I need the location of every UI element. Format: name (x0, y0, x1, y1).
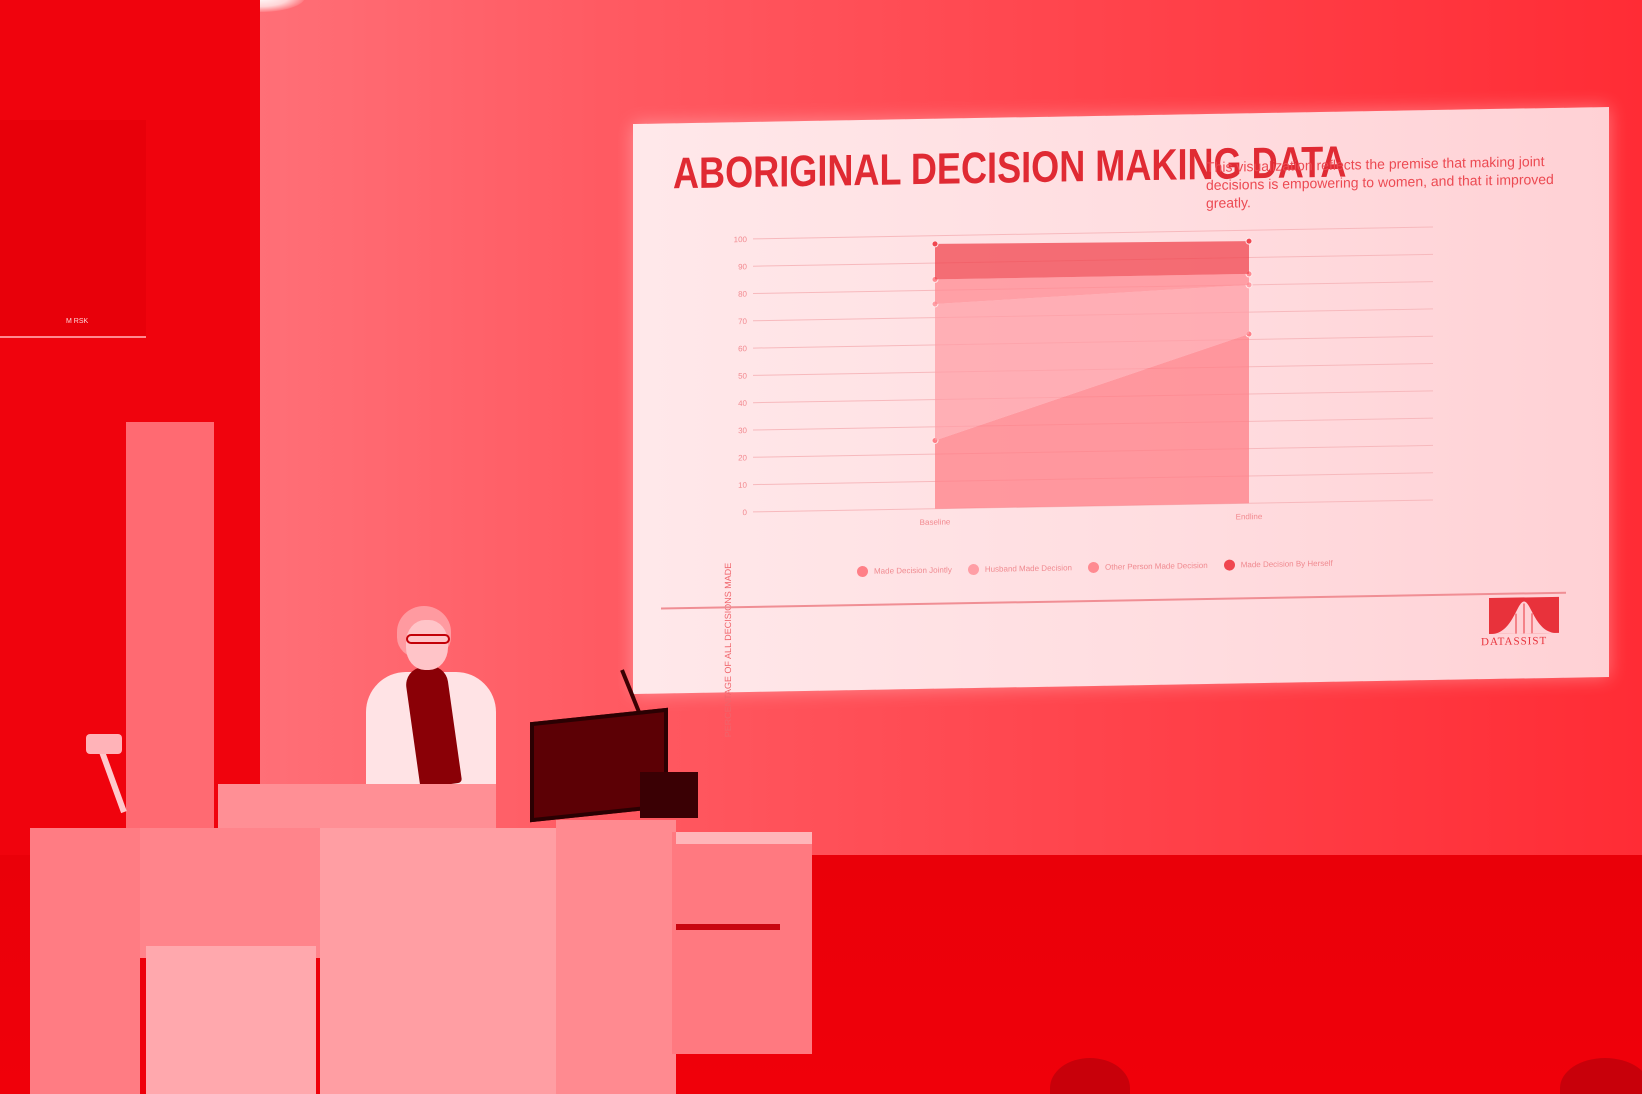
data-point (931, 240, 939, 248)
wall-pillar (126, 422, 214, 832)
lectern-step (672, 832, 812, 1054)
y-axis-title: PERCENTAGE OF ALL DECISIONS MADE (723, 562, 733, 738)
y-tick-label: 70 (738, 317, 747, 326)
y-tick-label: 40 (738, 399, 747, 408)
legend-item: Other Person Made Decision (1087, 560, 1208, 574)
lectern-right (556, 820, 676, 1094)
lamp-head (86, 734, 122, 754)
wall-speaker: M RSK (0, 120, 146, 338)
lectern-center (320, 828, 560, 1094)
y-tick-label: 100 (734, 235, 748, 244)
legend-swatch (857, 565, 868, 578)
desk-lamp (86, 734, 156, 820)
projected-slide: ABORIGINAL DECISION MAKING DATA This vis… (633, 106, 1609, 737)
y-tick-label: 90 (738, 262, 747, 271)
lectern-step-top (676, 832, 812, 844)
slide-description: This visualization reflects the premise … (1206, 153, 1554, 211)
lectern-front-panel (146, 946, 316, 1094)
presenter-face (406, 620, 448, 670)
legend-label: Husband Made Decision (984, 563, 1072, 574)
gridline (753, 226, 1433, 240)
area-series (935, 284, 1249, 441)
y-tick-label: 20 (738, 453, 747, 462)
logo-text: DATASSIST (1481, 635, 1548, 649)
presenter (360, 606, 520, 792)
y-tick-label: 10 (738, 481, 747, 490)
lectern-step-groove (676, 924, 780, 930)
legend-swatch (1087, 561, 1099, 574)
y-tick-label: 50 (738, 372, 747, 381)
legend-swatch (967, 563, 979, 576)
y-tick-label: 30 (738, 426, 747, 435)
legend-label: Other Person Made Decision (1104, 560, 1208, 572)
data-point (1245, 237, 1253, 245)
area-series (935, 333, 1249, 509)
y-tick-label: 80 (738, 290, 747, 299)
lamp-arm (99, 750, 127, 814)
legend-item: Husband Made Decision (967, 562, 1072, 576)
legend-label: Made Decision Jointly (874, 565, 952, 576)
x-tick-label: Endline (1236, 512, 1263, 521)
legend-swatch (1223, 559, 1235, 571)
lectern-left-panel (30, 828, 140, 1094)
y-tick-label: 0 (743, 508, 748, 517)
stacked-area-chart: 0 10 20 30 40 50 60 70 80 90 100 Baseline Endline (734, 226, 1433, 527)
legend-item: Made Decision Jointly (857, 564, 952, 578)
speaker-label: M RSK (66, 318, 89, 325)
x-tick-label: Baseline (920, 517, 951, 527)
slide-title: ABORIGINAL DECISION MAKING DATA (673, 137, 1347, 199)
glasses-icon (406, 634, 450, 644)
area-series (935, 273, 1249, 304)
legend-item: Made Decision By Herself (1223, 558, 1333, 571)
legend-label: Made Decision By Herself (1240, 558, 1333, 570)
bell-curve-icon (1489, 596, 1559, 635)
lectern-top (218, 784, 496, 828)
y-tick-label: 60 (738, 344, 747, 353)
area-series (935, 241, 1249, 280)
monitor-arm (640, 772, 698, 818)
